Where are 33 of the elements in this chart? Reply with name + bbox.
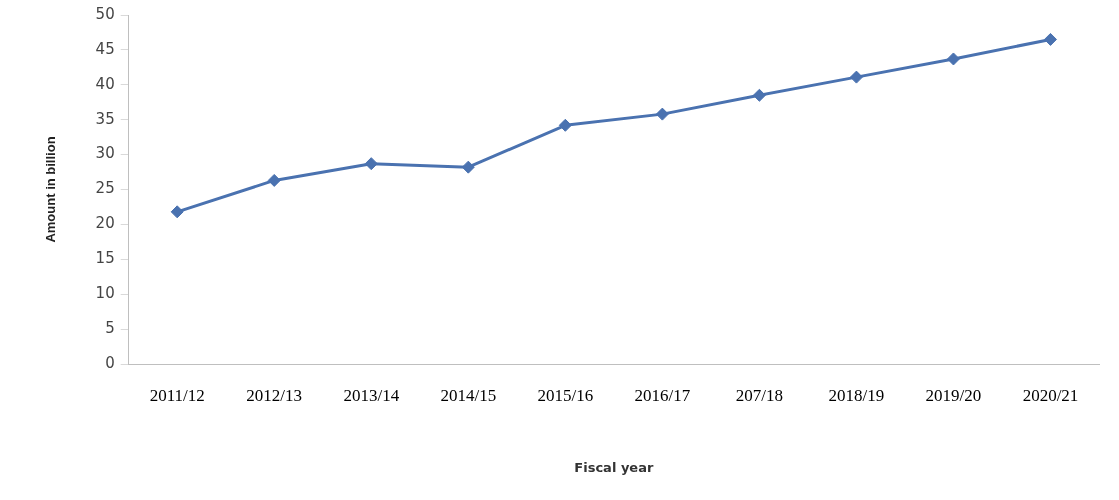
point bbox=[849, 70, 863, 84]
x-tick-label: 207/18 bbox=[735, 385, 784, 405]
point bbox=[752, 88, 766, 102]
x-tick-label: 2019/20 bbox=[925, 385, 982, 405]
point bbox=[1043, 32, 1057, 46]
point bbox=[267, 173, 281, 187]
point bbox=[170, 205, 184, 219]
point bbox=[655, 107, 669, 121]
point bbox=[558, 118, 572, 132]
y-tick-label: 50 bbox=[95, 4, 115, 23]
y-tick-label: 5 bbox=[105, 318, 115, 337]
y-tick-label: 35 bbox=[95, 109, 115, 128]
y-tick-label: 0 bbox=[105, 353, 115, 372]
point bbox=[461, 160, 475, 174]
y-axis-title: Amount in billion bbox=[43, 136, 59, 243]
point bbox=[364, 157, 378, 171]
x-tick-label: 2015/16 bbox=[537, 385, 594, 405]
y-tick-label: 15 bbox=[95, 249, 115, 268]
point bbox=[946, 52, 960, 66]
x-tick-label: 2020/21 bbox=[1022, 385, 1079, 405]
x-tick-label: 2014/15 bbox=[440, 385, 497, 405]
x-axis-title: Fiscal year bbox=[574, 459, 654, 475]
x-tick-label: 2013/14 bbox=[343, 385, 400, 405]
y-tick-label: 25 bbox=[95, 179, 115, 198]
y-tick-label: 30 bbox=[95, 144, 115, 163]
y-tick-label: 40 bbox=[95, 74, 115, 93]
y-tick-label: 45 bbox=[95, 39, 115, 58]
x-tick-label: 2018/19 bbox=[828, 385, 885, 405]
x-tick-label: 2016/17 bbox=[634, 385, 691, 405]
x-tick-label: 2011/12 bbox=[149, 385, 205, 405]
y-tick-label: 20 bbox=[95, 214, 115, 233]
x-tick-label: 2012/13 bbox=[246, 385, 303, 405]
y-tick-label: 10 bbox=[95, 284, 115, 303]
